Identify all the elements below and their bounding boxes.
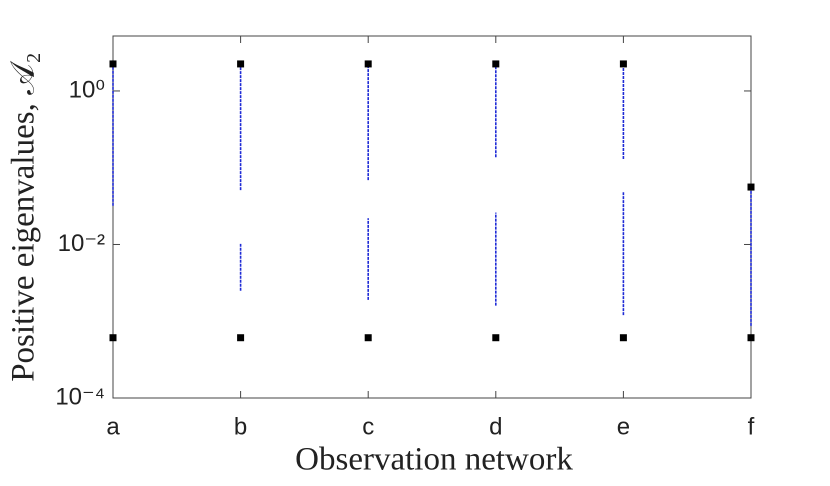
marker (747, 183, 755, 191)
plot-frame (112, 35, 752, 399)
x-tick-label: c (362, 413, 374, 440)
x-tick-label: d (489, 413, 502, 440)
marker (109, 60, 117, 68)
x-tick-label: a (106, 413, 120, 440)
marker (747, 334, 755, 342)
marker (109, 334, 117, 342)
y-tick-label: 10⁰ (69, 76, 105, 103)
y-axis-label: Positive eigenvalues, 𝒜₂ (6, 52, 42, 382)
marker (619, 60, 627, 68)
y-tick-label: 10⁻² (58, 230, 105, 257)
x-tick-label: f (748, 413, 755, 440)
y-tick-label: 10⁻⁴ (55, 383, 105, 410)
marker (492, 334, 500, 342)
marker (492, 60, 500, 68)
marker (619, 334, 627, 342)
marker (237, 334, 245, 342)
marker (237, 60, 245, 68)
marker (364, 60, 372, 68)
x-tick-label: b (234, 413, 247, 440)
marker (364, 334, 372, 342)
x-tick-label: e (617, 413, 630, 440)
x-axis-label: Observation network (295, 442, 573, 478)
